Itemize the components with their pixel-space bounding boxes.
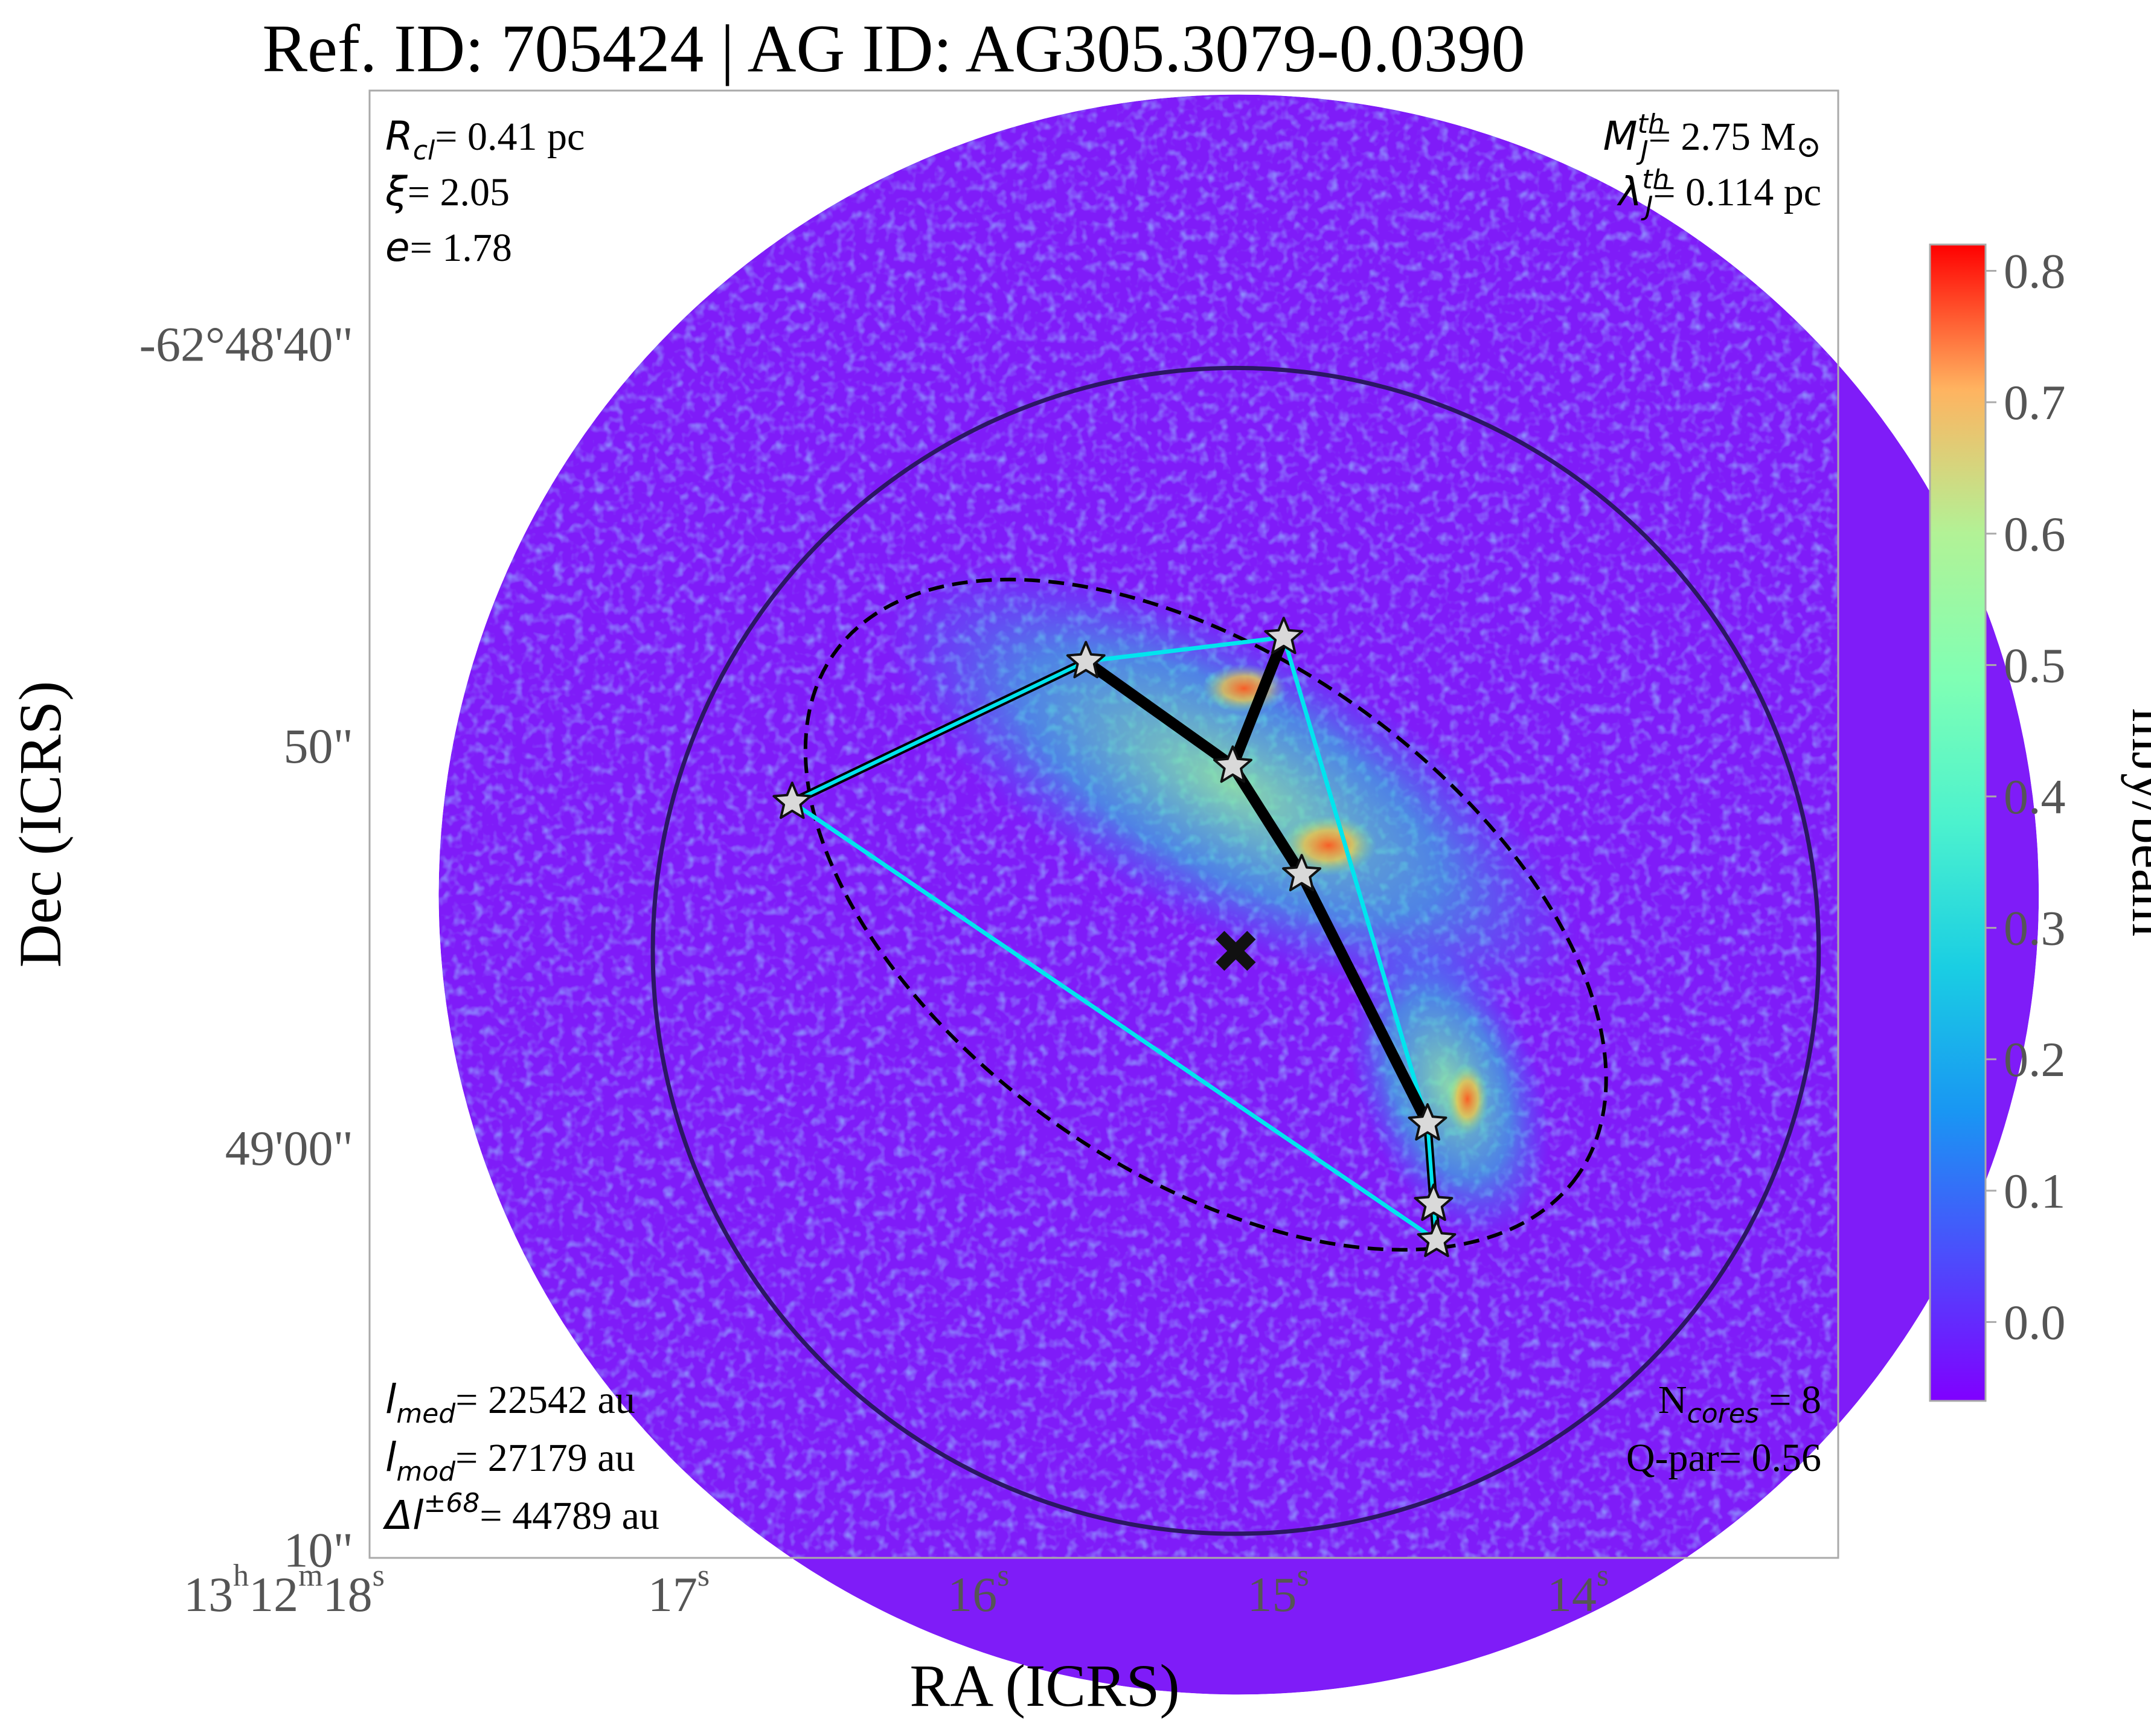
mst-edge-thick bbox=[1227, 760, 1307, 880]
stat-annotation: Δl±68= 44789 au bbox=[382, 1488, 659, 1539]
colorbar-tick-labels: 0.0 0.1 0.2 0.3 0.4 0.5 0.6 0.7 0.8 bbox=[1986, 244, 2066, 1350]
cluster-radius-circle bbox=[650, 365, 1821, 1536]
colorbar-tick-label: 0.8 bbox=[2004, 244, 2066, 299]
colorbar-tick-label: 0.4 bbox=[2004, 769, 2066, 824]
core-star-marker bbox=[1213, 745, 1252, 783]
core-star-marker bbox=[1066, 641, 1106, 679]
colorbar-gradient bbox=[1929, 243, 1987, 1402]
centroid-marker bbox=[1216, 930, 1256, 971]
core-star-marker bbox=[772, 781, 812, 819]
hotspot-3 bbox=[1446, 1063, 1489, 1135]
stat-annotation: Ncores = 8 bbox=[1658, 1378, 1821, 1429]
colorbar-tick-label: 0.7 bbox=[2004, 375, 2066, 430]
annotations: Rcl= 0.41 pcξ= 2.05 e= 1.78 Mth J= 2.75 M⊙λ… bbox=[382, 109, 1821, 1539]
colorbar-tick-label: 0.5 bbox=[2004, 638, 2066, 693]
x-tick-labels: 13h12m18s 17s 16s 15s 14s bbox=[184, 1558, 1609, 1622]
colorbar-tick-label: 0.0 bbox=[2004, 1295, 2066, 1350]
stat-annotation: lmed= 22542 au bbox=[385, 1376, 635, 1429]
fit-ellipse bbox=[803, 577, 1608, 1252]
colorbar-label: mJy/beam bbox=[2121, 708, 2151, 937]
colorbar-tick-label: 0.2 bbox=[2004, 1032, 2066, 1087]
y-tick-label: 10" bbox=[284, 1523, 353, 1578]
x-axis-label: RA (ICRS) bbox=[909, 1652, 1179, 1719]
y-tick-label: 50" bbox=[284, 719, 353, 774]
stat-annotation: Mth J= 2.75 M⊙ bbox=[1603, 109, 1821, 166]
x-tick-label: 14s bbox=[1547, 1558, 1609, 1622]
core-star-marker bbox=[1417, 1220, 1457, 1257]
stat-annotation: Rcl= 0.41 pc bbox=[385, 113, 585, 166]
x-tick-label: 16s bbox=[947, 1558, 1009, 1622]
y-axis-label: Dec (ICRS) bbox=[7, 681, 74, 968]
stat-annotation: Q-par= 0.56 bbox=[1626, 1436, 1821, 1480]
y-tick-label: -62°48'40" bbox=[139, 316, 353, 371]
mst-edge-thick bbox=[1080, 656, 1239, 772]
overlays bbox=[650, 365, 1821, 1536]
core-star-marker bbox=[1408, 1103, 1447, 1141]
colorbar-tick-label: 0.6 bbox=[2004, 507, 2066, 562]
mst-edge bbox=[790, 659, 1088, 804]
x-tick-label: 13h12m18s bbox=[184, 1558, 385, 1622]
x-tick-label: 17s bbox=[648, 1558, 710, 1622]
y-tick-labels: -62°48'40" 50" 49'00" 10" bbox=[139, 316, 353, 1577]
hull-edge bbox=[790, 799, 1439, 1243]
mst-edge-thick bbox=[1296, 869, 1434, 1129]
colorbar-tick-label: 0.3 bbox=[2004, 901, 2066, 956]
stat-annotation: lmod= 27179 au bbox=[385, 1434, 635, 1487]
colorbar-tick-label: 0.1 bbox=[2004, 1164, 2066, 1219]
hull-edge bbox=[1083, 635, 1286, 664]
axes-frame bbox=[368, 89, 1839, 1559]
core-star-marker bbox=[1264, 617, 1304, 655]
core-star-marker bbox=[1414, 1183, 1454, 1221]
stat-annotation: λth J= 0.114 pc bbox=[1617, 164, 1821, 222]
stat-annotation: ξ= 2.05 bbox=[385, 168, 510, 215]
chart-title: Ref. ID: 705424 | AG ID: AG305.3079-0.03… bbox=[262, 11, 1525, 86]
mst-edge-thick bbox=[1227, 632, 1289, 772]
hull-edge bbox=[1281, 635, 1430, 1126]
core-star-marker bbox=[1282, 854, 1321, 892]
x-tick-label: 15s bbox=[1248, 1558, 1309, 1622]
colorbar: 0.0 0.1 0.2 0.3 0.4 0.5 0.6 0.7 0.8 mJy/beam bbox=[1929, 243, 2151, 1402]
y-tick-label: 49'00" bbox=[225, 1121, 353, 1176]
stat-annotation: e= 1.78 bbox=[385, 224, 512, 271]
centroid-stroke bbox=[1216, 930, 1256, 971]
